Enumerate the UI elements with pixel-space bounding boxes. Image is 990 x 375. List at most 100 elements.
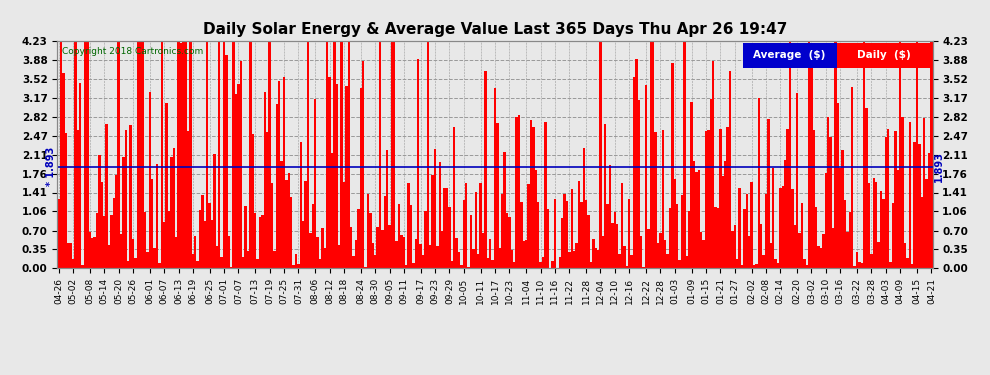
Bar	[820, 248, 823, 268]
Bar	[690, 102, 693, 268]
Bar	[806, 265, 808, 268]
Bar	[362, 62, 364, 268]
Bar	[120, 234, 122, 268]
Bar	[290, 197, 292, 268]
Bar	[614, 212, 616, 268]
Bar	[417, 58, 420, 268]
Bar	[769, 243, 772, 268]
Bar	[446, 188, 448, 268]
Bar	[803, 259, 806, 268]
Bar	[184, 41, 187, 268]
Bar	[732, 231, 734, 268]
Bar	[329, 77, 331, 268]
Bar	[686, 256, 688, 268]
Bar	[626, 267, 628, 268]
Bar	[233, 41, 235, 268]
Bar	[673, 178, 676, 268]
Bar	[113, 198, 115, 268]
Bar	[887, 129, 889, 268]
Bar	[513, 262, 516, 268]
Bar	[410, 206, 412, 268]
Bar	[223, 41, 226, 268]
Bar	[96, 213, 98, 268]
Bar	[101, 182, 103, 268]
Bar	[238, 84, 240, 268]
Bar	[366, 194, 369, 268]
Bar	[388, 225, 391, 268]
Bar	[644, 85, 647, 268]
Bar	[400, 235, 403, 268]
Bar	[297, 264, 300, 268]
Bar	[669, 208, 671, 268]
Bar	[122, 158, 125, 268]
Bar	[64, 133, 67, 268]
Bar	[664, 240, 666, 268]
Bar	[62, 74, 64, 268]
Bar	[357, 209, 359, 268]
Bar	[180, 43, 182, 268]
Bar	[341, 41, 343, 268]
Bar	[729, 70, 732, 268]
Bar	[636, 58, 638, 268]
Bar	[228, 236, 230, 268]
Bar	[69, 243, 72, 268]
Bar	[902, 117, 904, 268]
Bar	[760, 224, 762, 268]
Bar	[261, 215, 263, 268]
Bar	[192, 254, 194, 268]
Bar	[314, 99, 317, 268]
Bar	[437, 246, 439, 268]
Bar	[794, 225, 796, 268]
Bar	[201, 195, 204, 268]
Bar	[462, 200, 465, 268]
Bar	[213, 154, 216, 268]
Bar	[331, 153, 334, 268]
Bar	[278, 81, 280, 268]
Bar	[837, 103, 840, 268]
Bar	[661, 130, 664, 268]
Bar	[717, 208, 719, 268]
Bar	[698, 170, 700, 268]
Bar	[791, 189, 794, 268]
Bar	[444, 188, 446, 268]
Bar	[659, 233, 661, 268]
Bar	[196, 261, 199, 268]
Bar	[823, 234, 825, 268]
Bar	[374, 255, 376, 268]
Bar	[369, 213, 371, 268]
Bar	[681, 195, 683, 268]
Bar	[851, 87, 853, 268]
Bar	[72, 259, 74, 268]
Bar	[544, 122, 546, 268]
Text: * 1.893: * 1.893	[46, 147, 55, 186]
Bar	[448, 207, 450, 268]
Text: Copyright 2018 Cartronics.com: Copyright 2018 Cartronics.com	[61, 47, 203, 56]
Bar	[57, 199, 59, 268]
Bar	[842, 150, 843, 268]
Bar	[563, 194, 565, 268]
Bar	[338, 245, 341, 268]
Bar	[755, 264, 757, 268]
Bar	[727, 127, 729, 268]
Bar	[391, 41, 393, 268]
Bar	[801, 203, 803, 268]
Bar	[592, 239, 595, 268]
Bar	[309, 233, 312, 268]
Bar	[525, 240, 528, 268]
Bar	[568, 252, 570, 268]
Bar	[371, 243, 374, 268]
Bar	[643, 267, 644, 268]
Bar	[395, 241, 398, 268]
Text: 1.893: 1.893	[935, 151, 944, 182]
Bar	[561, 218, 563, 268]
Bar	[67, 243, 69, 268]
Bar	[74, 41, 76, 268]
Bar	[516, 117, 518, 268]
Bar	[170, 157, 172, 268]
Bar	[172, 148, 175, 268]
Bar	[155, 164, 158, 268]
Bar	[757, 98, 760, 268]
Bar	[450, 261, 453, 268]
Bar	[597, 250, 599, 268]
Bar	[926, 179, 928, 268]
